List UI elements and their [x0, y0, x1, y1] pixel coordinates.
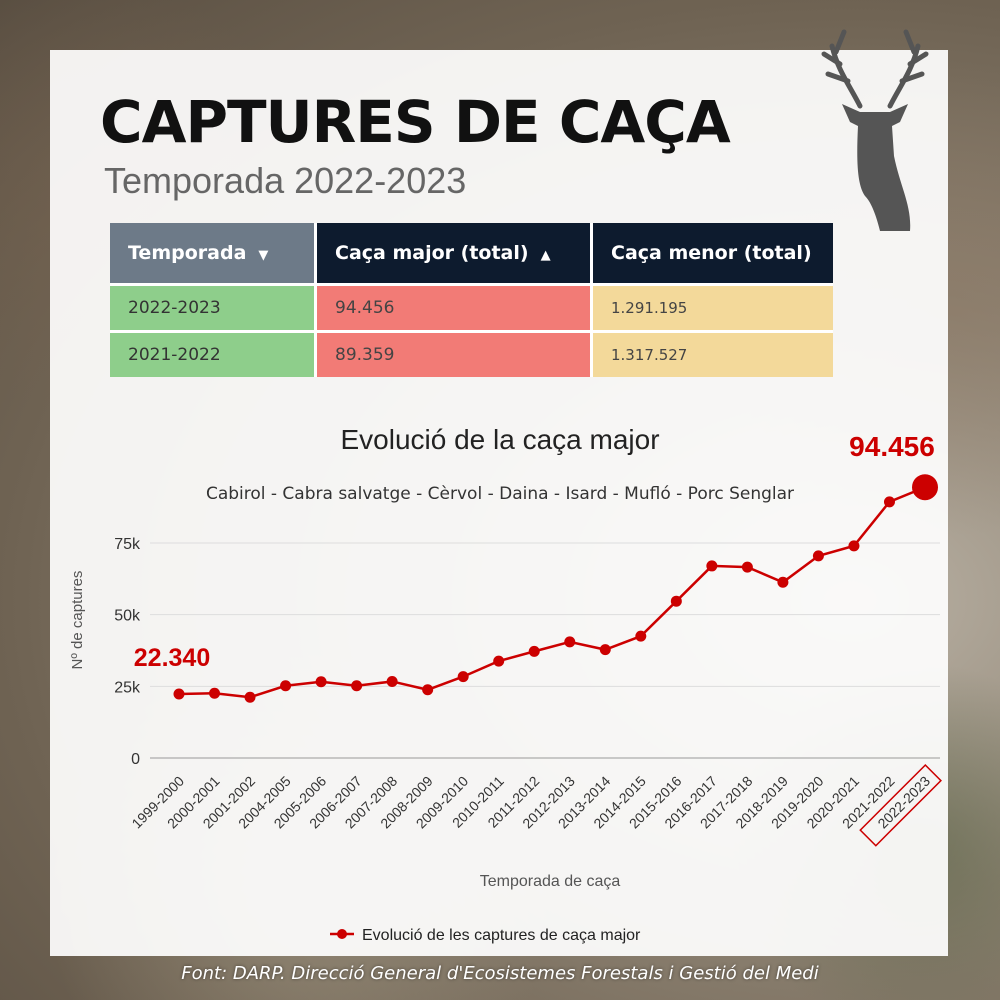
legend-marker: [337, 929, 347, 939]
data-point: [422, 684, 434, 696]
data-point: [493, 655, 505, 667]
header-caca-major[interactable]: Caça major (total) ▲: [314, 223, 592, 285]
cell-season: 2021-2022: [110, 330, 316, 377]
data-point: [706, 560, 718, 572]
data-point: [244, 691, 256, 703]
table-row: 2021-2022 89.359 1.317.527: [110, 330, 833, 377]
cell-major: 94.456: [314, 283, 592, 332]
chart-subtitle: Cabirol - Cabra salvatge - Cèrvol - Dain…: [205, 484, 795, 504]
data-point: [457, 671, 469, 683]
data-point: [173, 688, 185, 700]
data-point: [564, 636, 576, 648]
y-tick-label: 75k: [114, 536, 141, 553]
highlight-box: [859, 763, 942, 847]
first-value-label: 22.340: [134, 644, 210, 672]
summary-table: Temporada ▼ Caça major (total) ▲ Caça meno…: [110, 223, 833, 377]
deer-head-icon: [821, 29, 929, 231]
y-tick-label: 25k: [114, 679, 141, 696]
data-point: [280, 680, 292, 692]
data-point: [670, 595, 682, 607]
source-note: Font: DARP. Direcció General d'Ecosistem…: [181, 963, 819, 984]
data-point: [351, 680, 363, 692]
page-title: CAPTURES DE CAÇA: [100, 88, 731, 156]
data-point: [777, 576, 789, 588]
data-point: [528, 645, 540, 657]
cell-minor: 1.291.195: [590, 283, 833, 332]
y-tick-label: 0: [131, 751, 140, 768]
data-point: [315, 676, 327, 688]
content-panel: [50, 50, 948, 956]
cell-minor: 1.317.527: [590, 330, 833, 377]
cell-season: 2022-2023: [110, 283, 316, 332]
series-line: [178, 486, 926, 699]
x-axis-label: Temporada de caça: [480, 873, 621, 890]
data-point: [812, 550, 824, 562]
header-temporada[interactable]: Temporada ▼: [110, 223, 316, 285]
page-subtitle: Temporada 2022-2023: [104, 160, 467, 201]
table-header-row: Temporada ▼ Caça major (total) ▲ Caça meno…: [110, 223, 833, 285]
table-row: 2022-2023 94.456 1.291.195: [110, 283, 833, 332]
legend-label: Evolució de les captures de caça major: [362, 927, 641, 944]
data-point: [848, 540, 860, 552]
data-point: [912, 474, 938, 501]
data-point: [599, 644, 611, 656]
chart-title: Evolució de la caça major: [340, 424, 660, 455]
data-point: [883, 496, 895, 508]
sort-up-icon[interactable]: ▲: [540, 248, 551, 263]
last-value-label: 94.456: [849, 431, 935, 462]
data-point: [209, 687, 221, 699]
y-axis-label: Nº de captures: [69, 571, 86, 670]
sort-down-icon[interactable]: ▼: [258, 248, 269, 263]
y-tick-label: 50k: [114, 608, 141, 625]
data-point: [386, 675, 398, 687]
cell-major: 89.359: [314, 330, 592, 377]
data-point: [635, 630, 647, 642]
header-caca-menor[interactable]: Caça menor (total): [590, 223, 833, 285]
data-point: [741, 561, 753, 573]
